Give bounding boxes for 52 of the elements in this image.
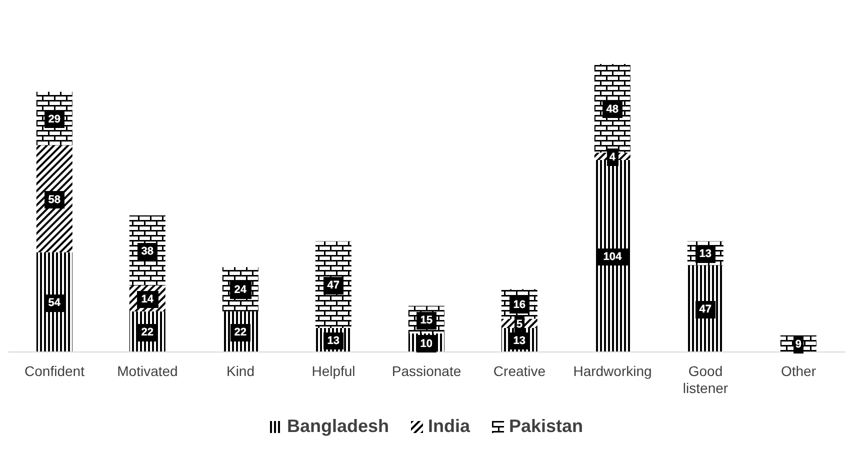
data-label: 38 bbox=[141, 245, 154, 258]
bar bbox=[687, 241, 724, 266]
bar bbox=[501, 328, 538, 352]
data-label: 104 bbox=[603, 251, 622, 263]
bar bbox=[501, 289, 538, 319]
legend-label: India bbox=[426, 416, 470, 437]
data-label: 29 bbox=[48, 113, 61, 126]
x-tick-label: Good listener bbox=[682, 363, 728, 396]
data-label: 58 bbox=[48, 194, 61, 206]
data-label: 22 bbox=[141, 326, 154, 339]
data-label: 22 bbox=[234, 326, 247, 339]
data-label: 10 bbox=[420, 338, 433, 350]
bar bbox=[36, 252, 72, 352]
bar bbox=[36, 92, 72, 146]
bar bbox=[408, 306, 444, 334]
data-label: 47 bbox=[699, 304, 712, 316]
x-tick-label: Kind bbox=[226, 363, 255, 379]
bar bbox=[594, 160, 630, 352]
x-tick-label: Motivated bbox=[117, 363, 178, 379]
data-label: 13 bbox=[699, 248, 712, 260]
bar bbox=[36, 145, 72, 252]
data-label: 16 bbox=[513, 299, 526, 311]
bar bbox=[129, 286, 166, 312]
data-label: 14 bbox=[141, 293, 154, 306]
x-tick-label: Creative bbox=[493, 363, 546, 379]
bar bbox=[594, 64, 630, 153]
legend-label: Pakistan bbox=[508, 416, 584, 437]
data-label: 47 bbox=[327, 280, 340, 292]
x-tick-label: Hardworking bbox=[573, 363, 652, 379]
bar bbox=[315, 241, 352, 328]
x-tick-label: Passionate bbox=[392, 363, 462, 379]
bar bbox=[129, 311, 166, 352]
data-label: 13 bbox=[327, 335, 340, 347]
data-label: 9 bbox=[795, 338, 802, 351]
bar bbox=[687, 265, 724, 352]
bar bbox=[222, 311, 258, 352]
data-label: 54 bbox=[48, 297, 62, 310]
data-label: 5 bbox=[516, 318, 522, 330]
data-label: 24 bbox=[234, 284, 248, 296]
legend-label: Bangladesh bbox=[286, 416, 389, 437]
bar bbox=[222, 267, 258, 312]
x-tick-label: Other bbox=[780, 363, 816, 379]
data-label: 13 bbox=[513, 335, 526, 347]
x-tick-label: Confident bbox=[24, 363, 85, 379]
bar bbox=[780, 335, 816, 352]
bar bbox=[129, 215, 166, 286]
x-tick-label: Helpful bbox=[312, 363, 356, 379]
data-label: 4 bbox=[609, 151, 616, 164]
data-label: 15 bbox=[420, 314, 433, 327]
bar bbox=[315, 328, 352, 352]
bar bbox=[594, 152, 630, 160]
data-label: 48 bbox=[606, 103, 619, 116]
